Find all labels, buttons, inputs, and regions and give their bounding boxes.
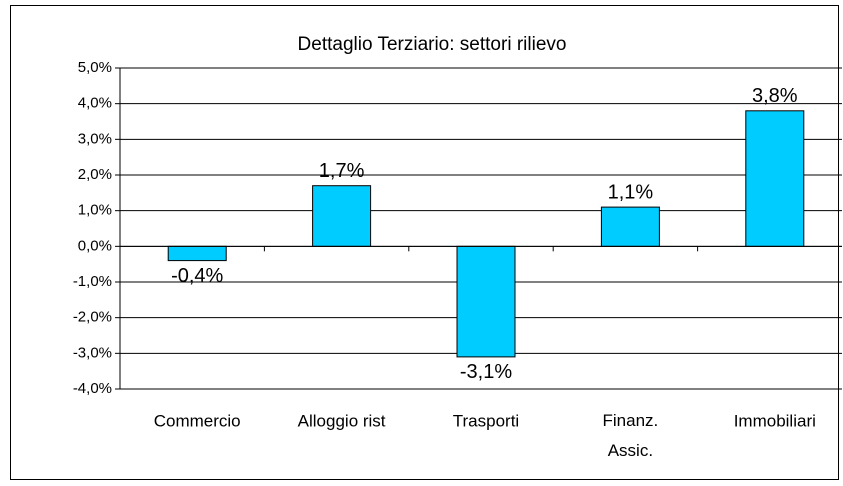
x-tick-label: Commercio — [154, 411, 241, 430]
chart-frame — [10, 5, 839, 480]
data-label: -3,1% — [460, 361, 512, 383]
chart-title: Dettaglio Terziario: settori rilievo — [298, 34, 567, 55]
y-tick-label: 1,0% — [78, 202, 112, 219]
y-tick-label: -1,0% — [73, 273, 112, 290]
x-tick-label: Finanz. Assic. — [603, 411, 659, 460]
data-label: 3,8% — [752, 85, 798, 107]
bar — [745, 110, 805, 247]
bar — [312, 185, 372, 247]
y-tick-label: 0,0% — [78, 237, 112, 254]
bar — [456, 245, 516, 358]
data-label: 1,1% — [608, 181, 654, 203]
bar — [600, 206, 660, 247]
y-tick-label: -3,0% — [73, 344, 112, 361]
x-tick-label: Immobiliari — [734, 411, 816, 430]
data-label: 1,7% — [319, 160, 365, 182]
y-tick-label: 5,0% — [78, 59, 112, 76]
bar — [167, 245, 227, 262]
y-tick-label: -2,0% — [73, 309, 112, 326]
y-tick-label: -4,0% — [73, 380, 112, 397]
y-tick-label: 3,0% — [78, 130, 112, 147]
x-tick-label: Trasporti — [453, 411, 519, 430]
y-tick-label: 4,0% — [78, 95, 112, 112]
x-tick-label: Alloggio rist — [298, 411, 386, 430]
data-label: -0,4% — [171, 265, 223, 287]
y-tick-label: 2,0% — [78, 166, 112, 183]
